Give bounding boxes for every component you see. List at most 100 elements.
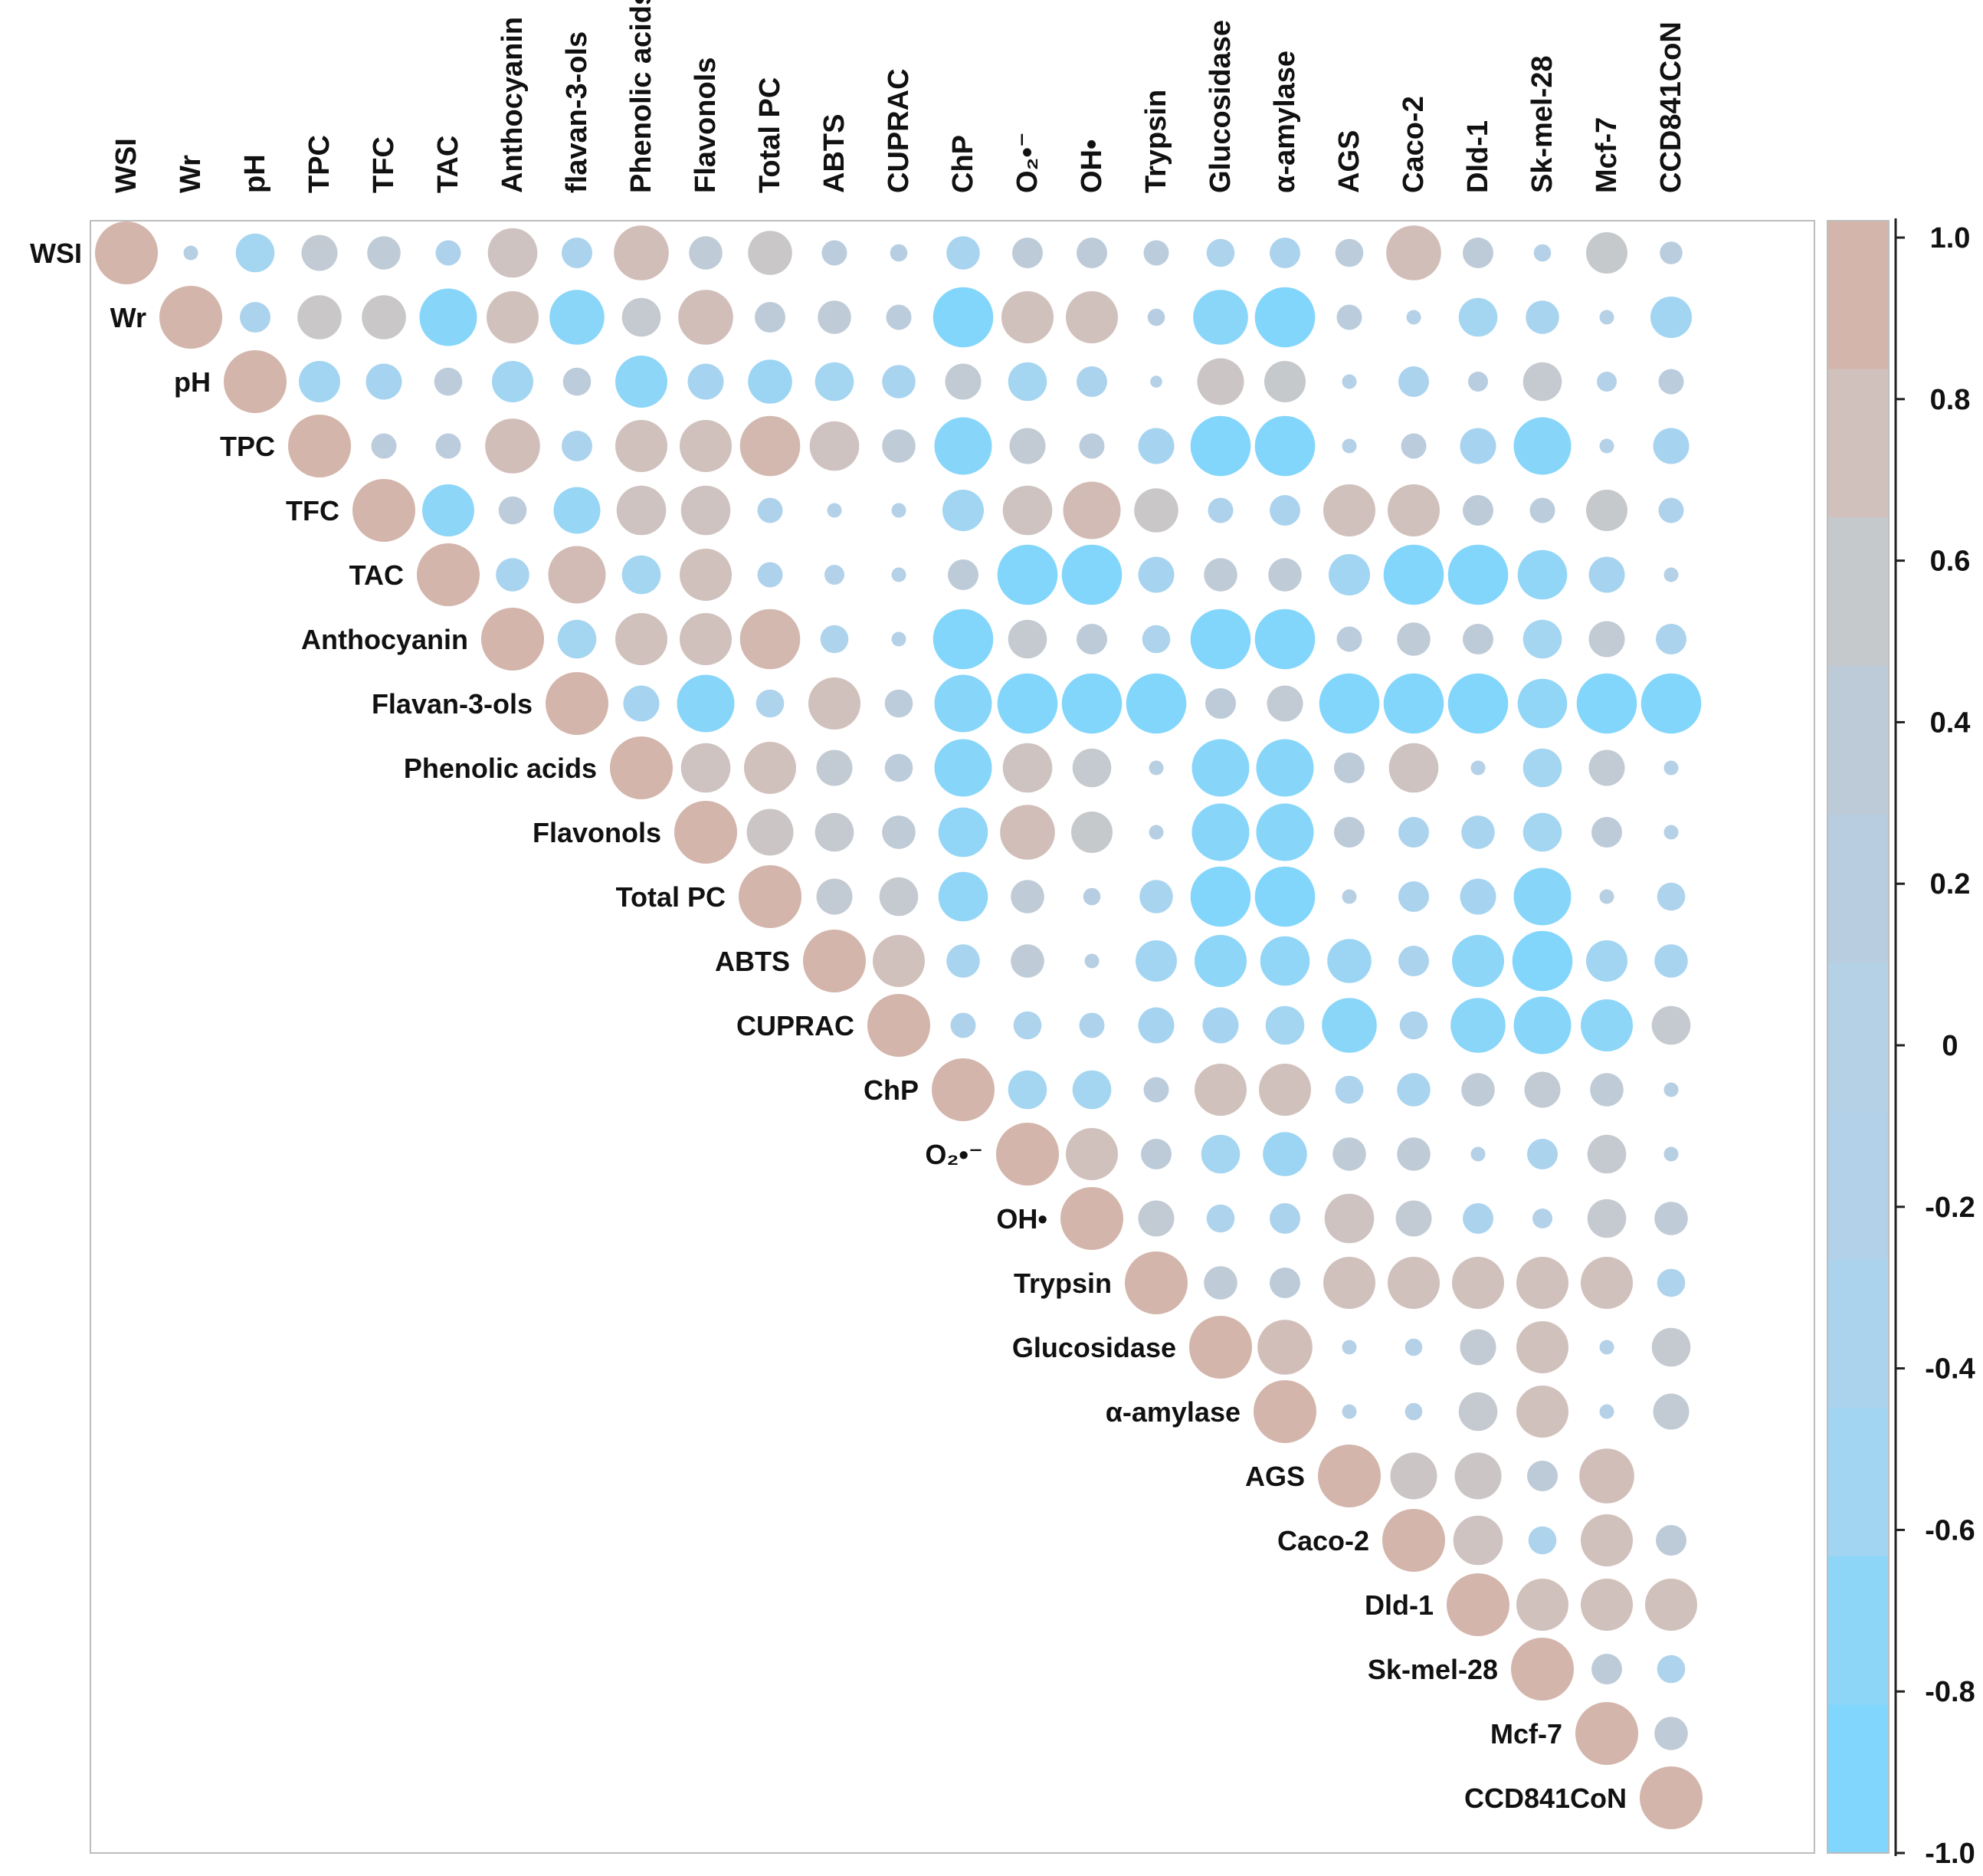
corr-circle-9-17	[1191, 803, 1250, 861]
corr-circle-4-19	[1323, 484, 1375, 536]
corr-circle-8-13	[934, 739, 992, 797]
corr-circle-6-7	[557, 619, 597, 659]
corr-circle-19-22	[1527, 1461, 1558, 1491]
corr-circle-4-9	[680, 485, 731, 536]
corr-circle-3-13	[934, 417, 992, 475]
column-label-24: CCD841CoN	[1655, 21, 1687, 193]
corr-circle-20-24	[1656, 1525, 1686, 1556]
corr-circle-19-21	[1454, 1452, 1502, 1500]
corr-circle-16-22	[1516, 1257, 1568, 1309]
scale-tick-label-5: 0	[1942, 1030, 1958, 1062]
corr-circle-14-19	[1332, 1137, 1366, 1171]
column-label-18: α-amylase	[1269, 51, 1301, 193]
corr-circle-2-16	[1150, 376, 1162, 388]
corr-circle-10-12	[879, 877, 919, 917]
corr-circle-15-16	[1138, 1200, 1175, 1237]
corr-circle-17-22	[1516, 1321, 1568, 1373]
corr-circle-8-9	[680, 743, 731, 793]
corr-circle-4-23	[1586, 490, 1627, 531]
corr-circle-7-20	[1383, 673, 1444, 734]
corr-circle-19-19	[1318, 1445, 1381, 1507]
corr-circle-3-24	[1653, 428, 1690, 464]
column-label-22: Sk-mel-28	[1526, 55, 1559, 193]
corr-circle-4-12	[891, 503, 906, 518]
scale-tick-label-8: -0.6	[1925, 1514, 1975, 1546]
corr-circle-3-9	[680, 420, 732, 472]
corr-circle-0-15	[1077, 238, 1107, 268]
corr-circle-18-21	[1458, 1392, 1498, 1432]
corr-circle-1-23	[1599, 310, 1614, 325]
row-label-22: Sk-mel-28	[1368, 1654, 1498, 1685]
corr-circle-19-20	[1390, 1452, 1437, 1500]
corr-circle-4-13	[942, 490, 984, 531]
corr-circle-15-24	[1654, 1202, 1688, 1235]
row-label-21: Dld-1	[1365, 1589, 1434, 1621]
corr-circle-3-11	[809, 421, 860, 471]
scale-border	[1827, 220, 1890, 1854]
corr-circle-9-23	[1591, 817, 1622, 848]
corr-circle-5-12	[891, 567, 906, 582]
column-label-19: AGS	[1333, 130, 1365, 193]
corr-circle-15-21	[1463, 1203, 1493, 1234]
scale-tick-label-2: 0.6	[1930, 546, 1971, 578]
corr-circle-13-17	[1195, 1064, 1247, 1116]
column-label-2: pH	[239, 154, 271, 193]
corr-circle-9-20	[1398, 817, 1429, 848]
corr-circle-17-23	[1599, 1340, 1614, 1355]
corr-circle-22-23	[1591, 1654, 1622, 1684]
corr-circle-11-11	[803, 930, 866, 992]
scale-band-2	[1827, 517, 1889, 667]
corr-circle-0-8	[614, 225, 669, 280]
corr-circle-9-18	[1256, 803, 1314, 861]
corr-circle-8-22	[1522, 748, 1562, 788]
corr-circle-9-15	[1071, 812, 1113, 853]
scale-band-3	[1827, 665, 1889, 815]
row-label-0: WSI	[30, 238, 82, 269]
corr-circle-2-21	[1468, 372, 1488, 392]
corr-circle-4-21	[1463, 495, 1493, 526]
corr-circle-5-8	[621, 555, 661, 595]
corr-circle-6-24	[1656, 624, 1686, 654]
correlation-circles	[95, 221, 1703, 1829]
corr-circle-0-16	[1143, 240, 1169, 266]
corr-circle-1-22	[1526, 300, 1559, 334]
corr-circle-3-16	[1138, 428, 1175, 464]
column-label-7: flavan-3-ols	[561, 31, 593, 193]
corr-circle-1-3	[297, 295, 342, 339]
corr-circle-3-4	[371, 433, 397, 459]
corr-circle-20-22	[1528, 1526, 1557, 1555]
corr-circle-2-7	[562, 367, 592, 396]
corr-circle-12-22	[1513, 996, 1572, 1054]
corr-circle-10-23	[1599, 889, 1614, 904]
corr-circle-2-24	[1658, 369, 1684, 395]
corr-circle-6-6	[481, 608, 544, 671]
corr-circle-16-18	[1270, 1268, 1300, 1298]
row-labels: WSI Wr pH TPC TFC TAC Anthocyanin Flavan-3-ols P…	[30, 238, 1627, 1814]
corr-circle-18-19	[1342, 1404, 1357, 1419]
corr-circle-12-20	[1399, 1011, 1428, 1040]
row-label-2: pH	[174, 366, 211, 398]
column-label-14: O₂•⁻	[1011, 132, 1044, 193]
column-label-4: TFC	[368, 136, 400, 193]
corr-circle-1-12	[886, 304, 912, 330]
corr-circle-13-14	[1008, 1070, 1047, 1110]
corr-circle-4-14	[1002, 485, 1053, 536]
corr-circle-12-17	[1202, 1007, 1239, 1044]
corr-circle-14-17	[1201, 1134, 1241, 1174]
corr-circle-0-3	[301, 235, 338, 271]
corr-circle-2-2	[224, 350, 287, 413]
corr-circle-6-14	[1008, 619, 1047, 659]
corr-circle-11-12	[873, 935, 925, 987]
corr-circle-0-21	[1463, 238, 1493, 268]
corr-circle-16-24	[1657, 1268, 1686, 1297]
corr-circle-11-17	[1195, 935, 1247, 987]
corr-circle-1-16	[1147, 308, 1165, 326]
row-label-18: α-amylase	[1106, 1396, 1241, 1428]
corr-circle-1-17	[1193, 290, 1248, 345]
corr-circle-14-14	[996, 1123, 1059, 1186]
corr-circle-12-16	[1138, 1007, 1175, 1044]
corr-circle-12-23	[1581, 999, 1633, 1051]
corr-circle-15-17	[1206, 1204, 1235, 1233]
column-label-8: Phenolic acids	[625, 0, 657, 193]
scale-tick-label-1: 0.8	[1930, 384, 1971, 416]
